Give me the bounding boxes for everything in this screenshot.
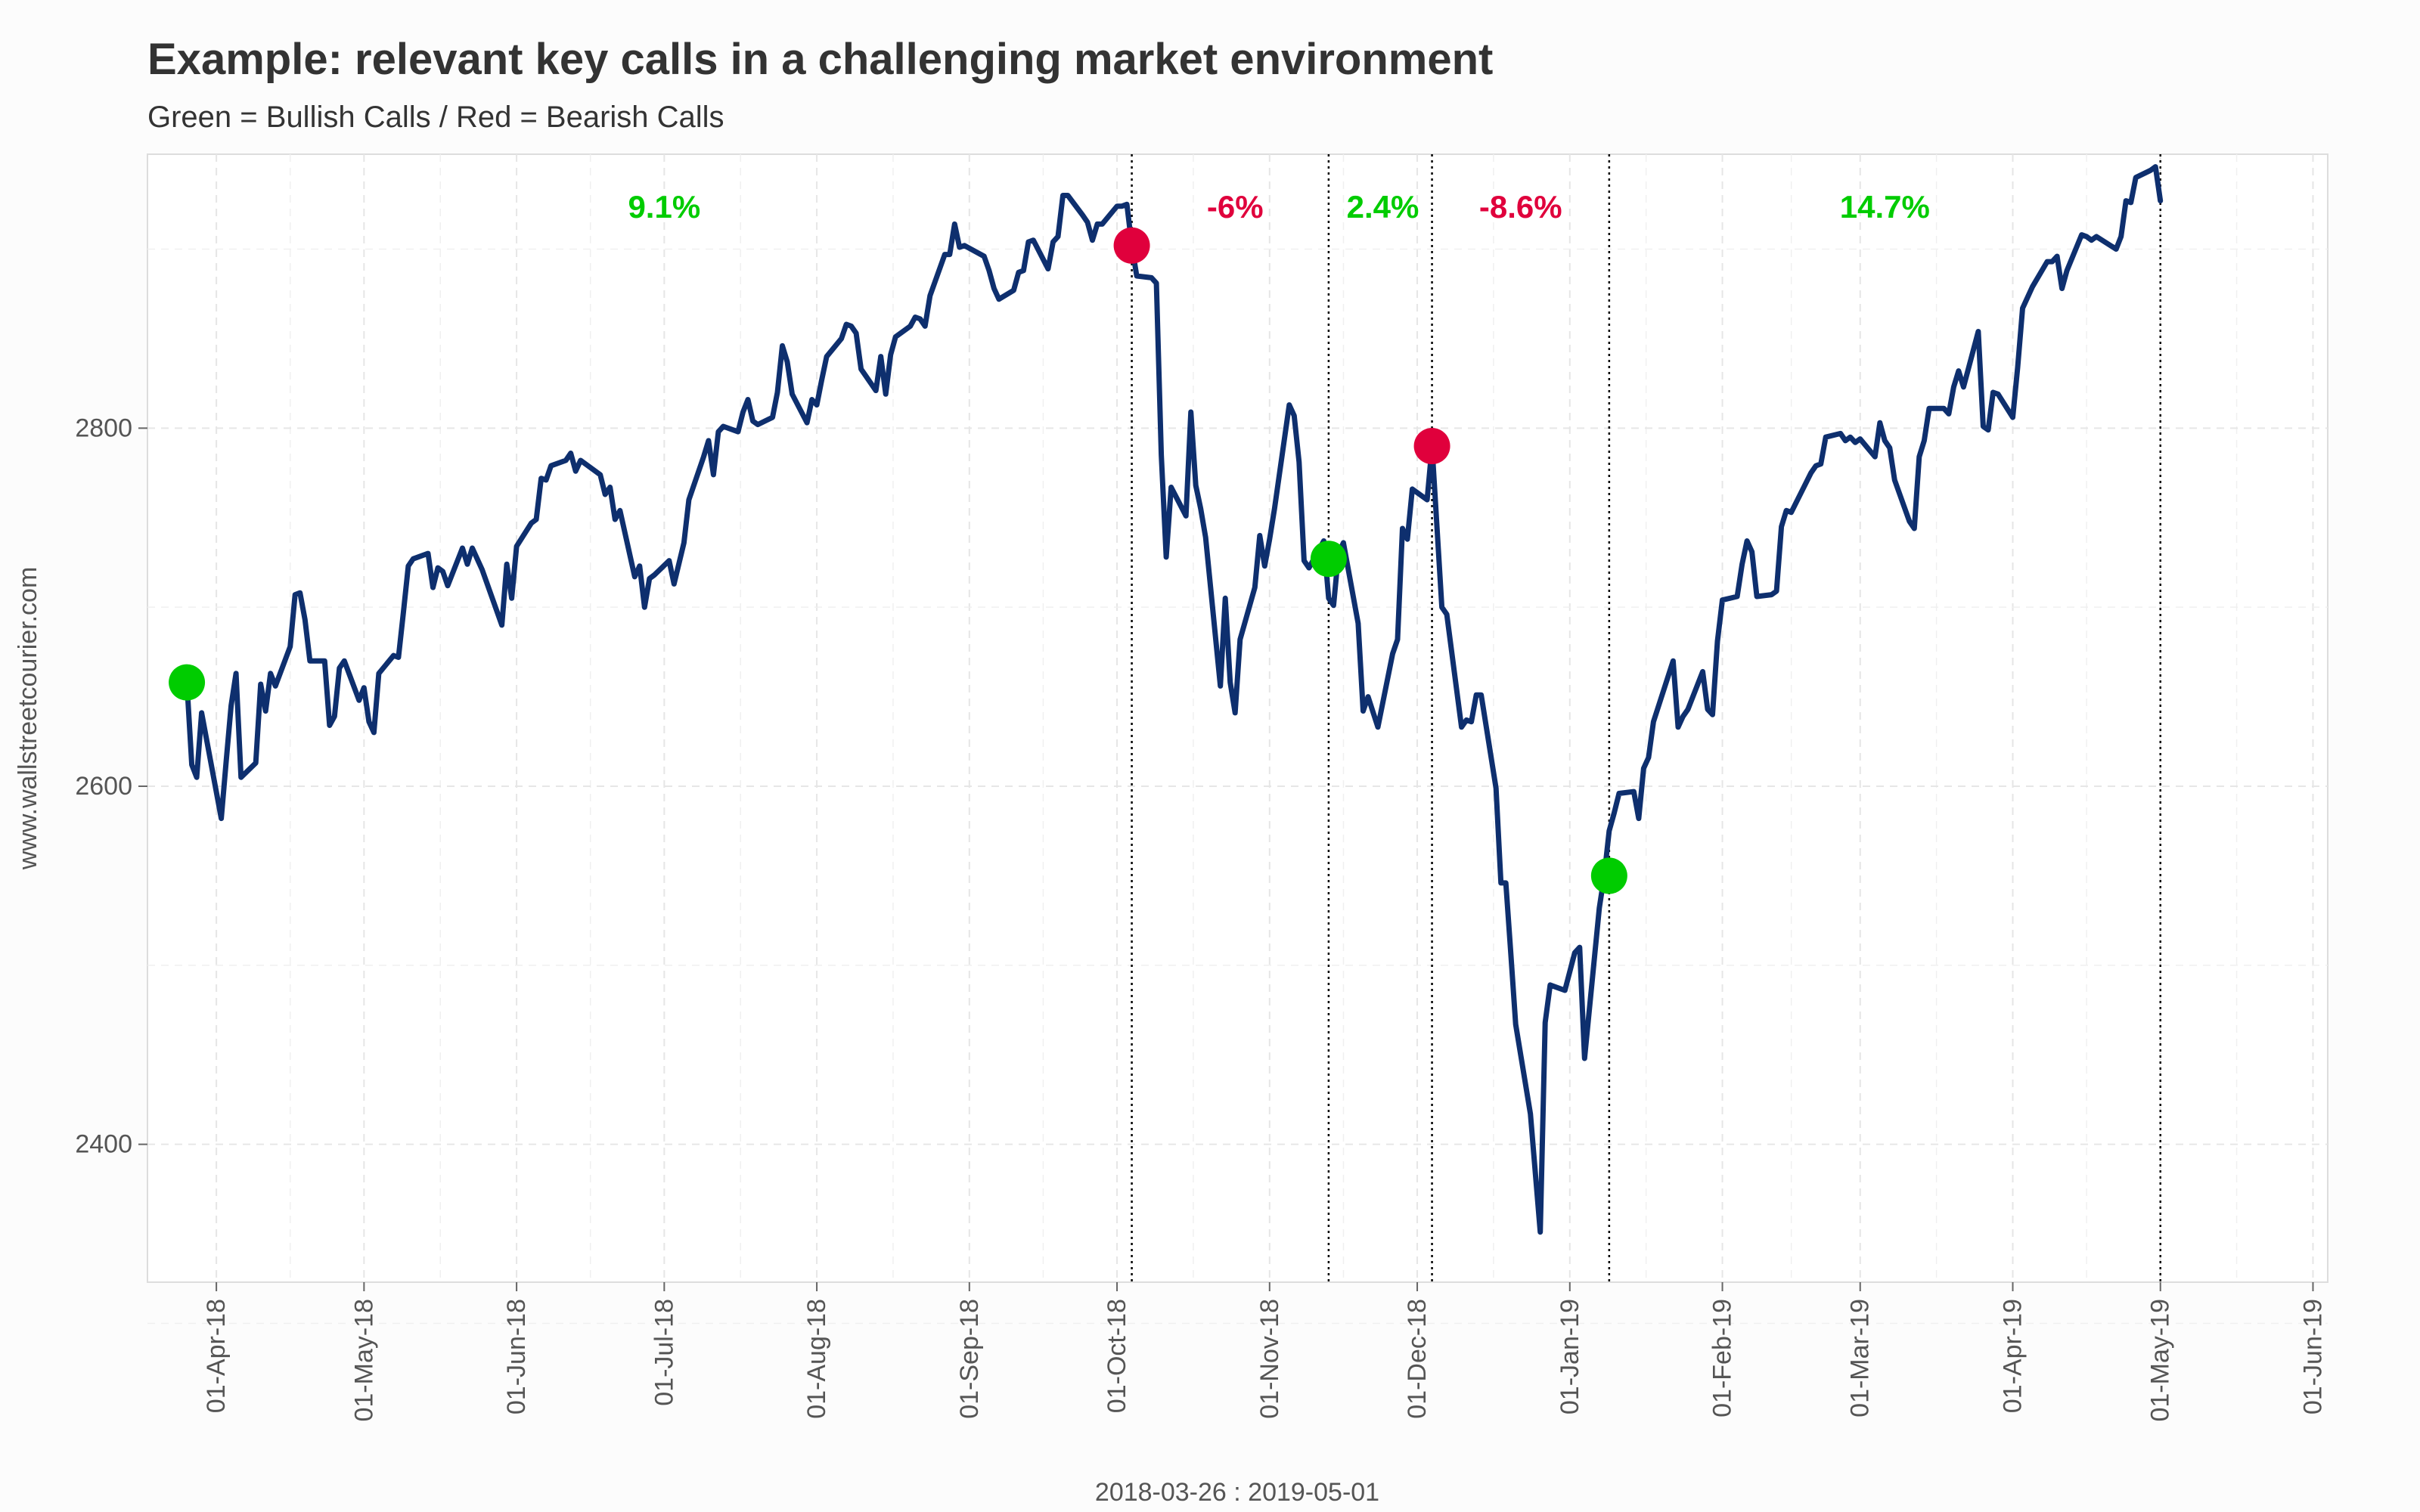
x-axis: 01-Apr-18 01-May-18 01-Jun-18 01-Jul-18 01-A… [202,1282,2327,1422]
x-tick-label: 01-Jun-18 [502,1299,531,1414]
y-axis-label: www.wallstreetcourier.com [14,567,42,871]
x-tick-label: 01-Apr-18 [202,1299,231,1413]
grid [147,154,2328,1325]
return-label: 2.4% [1347,189,1419,225]
x-tick-label: 01-Oct-18 [1103,1299,1131,1413]
return-labels: 9.1% -6% 2.4% -8.6% 14.7% [628,189,1929,225]
call-lines [1131,154,2161,1282]
x-tick-label: 01-Dec-18 [1403,1299,1432,1419]
bullish-call-point [169,664,206,701]
bearish-call-point [1413,428,1450,465]
x-tick-label: 01-May-19 [2146,1299,2175,1422]
y-tick-label: 2600 [75,772,132,801]
call-points [169,227,1627,894]
x-tick-label: 01-Feb-19 [1708,1299,1737,1418]
x-tick-label: 01-Aug-18 [802,1299,831,1419]
x-tick-label: 01-Sep-18 [955,1299,984,1419]
x-tick-label: 01-Jan-19 [1556,1299,1584,1414]
x-tick-label: 01-Jun-19 [2298,1299,2327,1414]
bullish-call-point [1310,541,1347,578]
bullish-call-point [1590,857,1627,894]
bearish-call-point [1113,227,1150,264]
chart-title: Example: relevant key calls in a challen… [147,35,1493,84]
price-line [184,164,2164,1235]
x-tick-label: 01-May-18 [349,1299,378,1422]
return-label: -8.6% [1479,189,1562,225]
return-label: -6% [1207,189,1264,225]
y-tick-label: 2400 [75,1130,132,1159]
x-tick-label: 01-Mar-19 [1846,1299,1875,1418]
plot-panel [147,153,2328,1283]
x-axis-label: 2018-03-26 : 2019-05-01 [1095,1478,1379,1507]
chart-subtitle: Green = Bullish Calls / Red = Bearish Ca… [147,101,724,134]
return-label: 9.1% [628,189,700,225]
x-tick-label: 01-Apr-19 [1998,1299,2027,1413]
x-tick-label: 01-Nov-18 [1255,1299,1284,1419]
y-tick-label: 2800 [75,414,132,442]
x-tick-label: 01-Jul-18 [650,1299,678,1406]
return-label: 14.7% [1840,189,1930,225]
y-axis: 2400 2600 2800 [75,414,147,1159]
